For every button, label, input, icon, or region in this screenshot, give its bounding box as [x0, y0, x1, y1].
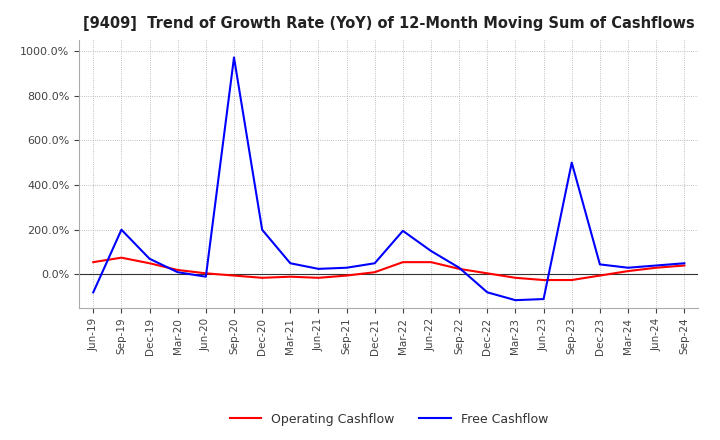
- Operating Cashflow: [680, 263, 688, 268]
- Line: Free Cashflow: Free Cashflow: [94, 58, 684, 300]
- Free Cashflow: [595, 262, 604, 267]
- Operating Cashflow: [89, 260, 98, 265]
- Free Cashflow: [258, 227, 266, 232]
- Operating Cashflow: [117, 255, 126, 260]
- Free Cashflow: [202, 274, 210, 279]
- Free Cashflow: [145, 256, 154, 261]
- Free Cashflow: [286, 260, 294, 266]
- Operating Cashflow: [202, 271, 210, 276]
- Operating Cashflow: [624, 268, 632, 274]
- Operating Cashflow: [483, 271, 492, 276]
- Operating Cashflow: [230, 273, 238, 278]
- Operating Cashflow: [427, 260, 436, 265]
- Line: Operating Cashflow: Operating Cashflow: [94, 258, 684, 280]
- Legend: Operating Cashflow, Free Cashflow: Operating Cashflow, Free Cashflow: [225, 407, 553, 431]
- Operating Cashflow: [511, 275, 520, 280]
- Operating Cashflow: [652, 265, 660, 270]
- Operating Cashflow: [399, 260, 408, 265]
- Free Cashflow: [511, 297, 520, 303]
- Free Cashflow: [567, 160, 576, 165]
- Operating Cashflow: [595, 273, 604, 278]
- Free Cashflow: [399, 228, 408, 234]
- Free Cashflow: [483, 290, 492, 295]
- Free Cashflow: [455, 265, 464, 270]
- Operating Cashflow: [145, 260, 154, 266]
- Free Cashflow: [680, 260, 688, 266]
- Operating Cashflow: [174, 268, 182, 273]
- Free Cashflow: [314, 266, 323, 271]
- Operating Cashflow: [286, 274, 294, 279]
- Operating Cashflow: [539, 277, 548, 282]
- Operating Cashflow: [314, 275, 323, 280]
- Title: [9409]  Trend of Growth Rate (YoY) of 12-Month Moving Sum of Cashflows: [9409] Trend of Growth Rate (YoY) of 12-…: [83, 16, 695, 32]
- Operating Cashflow: [342, 273, 351, 278]
- Free Cashflow: [230, 55, 238, 60]
- Operating Cashflow: [258, 275, 266, 280]
- Free Cashflow: [652, 263, 660, 268]
- Free Cashflow: [370, 260, 379, 266]
- Operating Cashflow: [567, 277, 576, 282]
- Operating Cashflow: [455, 266, 464, 271]
- Free Cashflow: [89, 290, 98, 295]
- Free Cashflow: [624, 265, 632, 270]
- Operating Cashflow: [370, 270, 379, 275]
- Free Cashflow: [539, 297, 548, 302]
- Free Cashflow: [117, 227, 126, 232]
- Free Cashflow: [174, 270, 182, 275]
- Free Cashflow: [342, 265, 351, 270]
- Free Cashflow: [427, 248, 436, 253]
